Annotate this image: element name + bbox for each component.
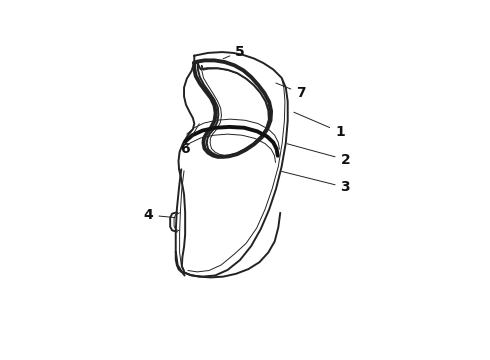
Text: 3: 3 [282,171,350,194]
Text: 2: 2 [287,144,350,167]
Text: 7: 7 [276,83,306,100]
Text: 6: 6 [180,124,199,156]
Text: 5: 5 [223,45,245,59]
Text: 4: 4 [144,208,175,222]
Text: 1: 1 [294,112,344,139]
